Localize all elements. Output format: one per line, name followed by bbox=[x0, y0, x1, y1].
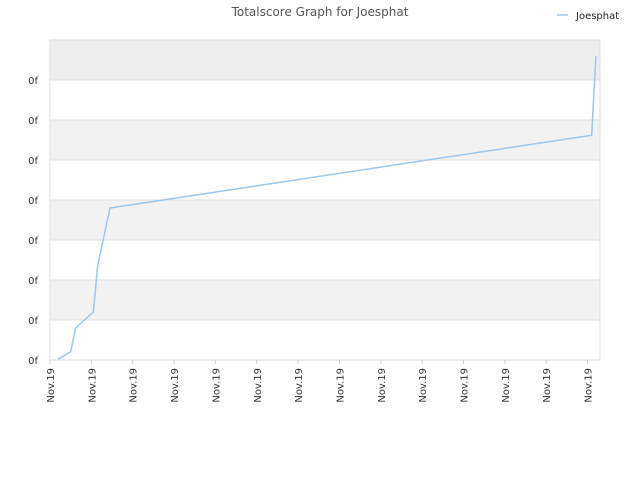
plot-frame bbox=[49, 39, 601, 361]
y-axis-ticks: 0f 0f 0f 0f 0f 0f 0f 0f bbox=[28, 76, 38, 367]
y-tick-label: 0f bbox=[28, 76, 38, 87]
y-tick-label: 0f bbox=[28, 356, 38, 367]
y-tick-label: 0f bbox=[28, 236, 38, 247]
x-tick-label: Nov.19 bbox=[542, 368, 553, 403]
series-line-joesphat bbox=[57, 55, 597, 360]
plot-band bbox=[50, 200, 600, 240]
x-tick-label: Nov.19 bbox=[87, 368, 98, 403]
x-tick-label: Nov.19 bbox=[501, 368, 512, 403]
x-tick-label: Nov.19 bbox=[211, 368, 222, 403]
y-tick-label: 0f bbox=[28, 156, 38, 167]
legend[interactable]: Joesphat bbox=[557, 11, 619, 22]
y-tick-label: 0f bbox=[28, 276, 38, 287]
y-tick-label: 0f bbox=[28, 116, 38, 127]
chart-title: Totalscore Graph for Joesphat bbox=[231, 5, 409, 19]
x-tick-label: Nov.19 bbox=[294, 368, 305, 403]
plot-bands bbox=[50, 40, 600, 320]
x-tick-label: Nov.19 bbox=[377, 368, 388, 403]
x-tick-label: Nov.19 bbox=[335, 368, 346, 403]
x-tick-label: Nov.19 bbox=[253, 368, 264, 403]
x-tick-label: Nov.19 bbox=[418, 368, 429, 403]
plot-band bbox=[50, 280, 600, 320]
x-tick-label: Nov.19 bbox=[129, 368, 140, 403]
plot-band-top bbox=[50, 40, 600, 80]
legend-label-joesphat[interactable]: Joesphat bbox=[575, 11, 619, 22]
plot-band bbox=[50, 120, 600, 160]
x-tick-label: Nov.19 bbox=[584, 368, 595, 403]
x-axis-ticks: Nov.19 Nov.19 Nov.19 Nov.19 Nov.19 Nov.19 Nov.… bbox=[46, 360, 595, 403]
x-tick-label: Nov.19 bbox=[46, 368, 57, 403]
series-group bbox=[57, 55, 597, 360]
y-tick-label: 0f bbox=[28, 196, 38, 207]
x-tick-label: Nov.19 bbox=[460, 368, 471, 403]
x-tick-label: Nov.19 bbox=[170, 368, 181, 403]
y-tick-label: 0f bbox=[28, 316, 38, 327]
